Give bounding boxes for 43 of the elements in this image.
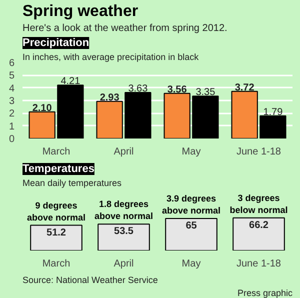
- x-tick-label: June 1-18: [236, 146, 282, 158]
- y-tick-label: 2: [8, 108, 15, 120]
- x-tick-label: May: [182, 258, 201, 270]
- annotation: 3 degrees below normal: [230, 192, 288, 215]
- data-label: 3.63: [128, 84, 148, 95]
- data-label: 3.56: [167, 84, 188, 96]
- bar: [98, 224, 150, 250]
- x-tick-label: April: [114, 258, 134, 270]
- chart-subtitle: Here's a look at the weather from spring 2012.: [22, 23, 228, 34]
- bar: [30, 224, 82, 250]
- data-label: 53.5: [114, 226, 134, 238]
- chart-subtitle: Mean daily temperatures: [22, 178, 122, 188]
- data-label: 66.2: [249, 220, 269, 231]
- y-tick-label: 1: [8, 121, 15, 132]
- source-note: Source: National Weather Service: [22, 275, 158, 285]
- text: Press graphic: [237, 288, 293, 298]
- text: Precipitation: [22, 37, 90, 49]
- annotation: 3.9 degrees above normal: [162, 193, 221, 216]
- x-tick-label: June 1-18: [236, 258, 282, 270]
- x-tick-label: April: [114, 146, 134, 158]
- data-label: 65: [186, 220, 198, 232]
- data-label: 4.21: [60, 76, 81, 88]
- data-label: 2.10: [32, 102, 52, 114]
- x-tick-label: May: [182, 146, 201, 158]
- annotation: 1.8 degrees above normal: [94, 199, 154, 222]
- y-tick-label: 5: [8, 70, 15, 82]
- data-label: 3.35: [196, 87, 216, 98]
- data-label: 1.79: [263, 106, 284, 118]
- annotation: 9 degrees above normal: [26, 200, 86, 222]
- text: In inches, with average precipitation in black: [22, 52, 200, 62]
- data-label: 3.72: [234, 82, 255, 94]
- data-label: 51.2: [46, 227, 66, 238]
- x-tick-label: March: [42, 146, 70, 158]
- bar: [165, 218, 218, 250]
- y-tick-label: 3: [8, 96, 15, 107]
- y-tick-label: 6: [8, 58, 15, 69]
- data-label: 2.93: [100, 92, 120, 104]
- x-tick-label: March: [42, 258, 70, 270]
- y-tick-label: 0: [8, 134, 15, 145]
- y-tick-label: 4: [8, 83, 15, 94]
- chart-title: Spring weather: [22, 3, 138, 20]
- bar: [232, 217, 285, 250]
- chart-title: Temperatures: [22, 163, 94, 175]
